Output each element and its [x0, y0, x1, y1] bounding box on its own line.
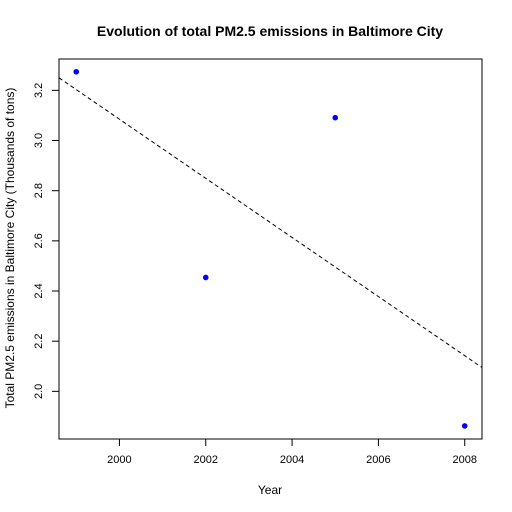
x-tick-label: 2008	[452, 454, 476, 466]
x-tick-label: 2004	[280, 454, 304, 466]
data-point	[461, 423, 468, 429]
data-point	[73, 68, 80, 75]
y-tick-label: 3.2	[33, 83, 45, 98]
y-tick-label: 2.6	[33, 233, 45, 248]
y-tick-label: 2.2	[33, 334, 45, 349]
data-point	[332, 114, 339, 121]
y-tick-label: 2.8	[33, 183, 45, 198]
y-axis-label: Total PM2.5 emissions in Baltimore City …	[3, 88, 17, 409]
y-axis: 2.0 2.2 2.4 2.6 2.8 3.0 3.2	[33, 83, 59, 399]
chart-title: Evolution of total PM2.5 emissions in Ba…	[97, 23, 443, 39]
plot-frame	[58, 58, 483, 440]
y-tick-label: 3.0	[33, 133, 45, 148]
trend-line	[58, 77, 483, 368]
data-point	[202, 274, 209, 281]
x-axis-label: Year	[258, 483, 282, 497]
x-tick-label: 2002	[194, 454, 218, 466]
x-tick-label: 2006	[366, 454, 390, 466]
x-tick-label: 2000	[107, 454, 131, 466]
data-points	[73, 68, 468, 429]
y-tick-label: 2.0	[33, 384, 45, 399]
x-axis: 2000 2002 2004 2006 2008	[107, 439, 477, 466]
y-tick-label: 2.4	[33, 283, 45, 298]
